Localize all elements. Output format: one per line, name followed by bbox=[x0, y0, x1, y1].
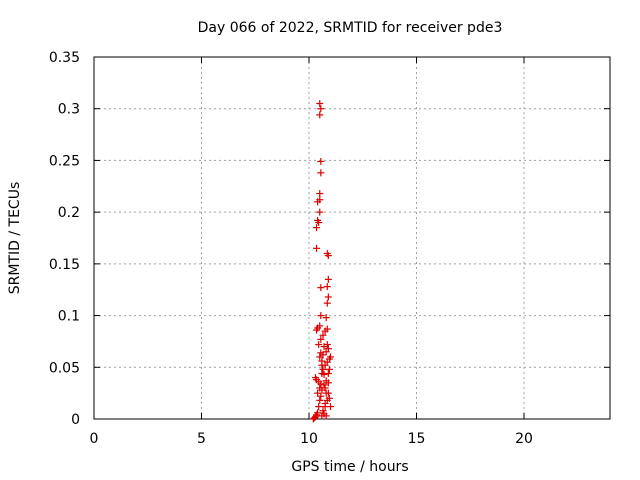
data-point bbox=[325, 394, 333, 402]
data-point bbox=[315, 403, 323, 411]
data-point bbox=[323, 341, 331, 349]
data-point bbox=[317, 105, 325, 113]
y-tick-label: 0.3 bbox=[58, 102, 80, 118]
data-point bbox=[327, 403, 334, 411]
data-point bbox=[313, 244, 321, 252]
data-point bbox=[314, 389, 322, 397]
data-point bbox=[323, 299, 331, 307]
data-point bbox=[324, 275, 332, 283]
data-point bbox=[316, 322, 324, 330]
x-axis-label: GPS time / hours bbox=[291, 459, 408, 475]
data-point bbox=[314, 216, 322, 224]
data-point bbox=[317, 157, 325, 165]
data-point bbox=[324, 345, 332, 353]
data-point bbox=[324, 293, 332, 301]
axis-ticks: 0 5 10 15 20 0 0.05 0.1 0.15 0.2 0.25 0.3 0.35 bbox=[49, 50, 610, 447]
data-point bbox=[317, 380, 325, 388]
data-point bbox=[320, 371, 328, 379]
x-tick-label: 20 bbox=[515, 431, 533, 447]
data-point bbox=[316, 100, 324, 108]
data-point bbox=[325, 365, 333, 373]
data-point bbox=[319, 365, 327, 373]
data-point bbox=[318, 357, 326, 365]
data-point bbox=[316, 196, 324, 204]
y-axis-label: SRMTID / TECUs bbox=[7, 182, 23, 295]
data-point bbox=[322, 389, 330, 397]
grid-lines bbox=[94, 57, 610, 419]
data-point bbox=[317, 335, 325, 343]
y-tick-label: 0.25 bbox=[49, 153, 80, 169]
data-point bbox=[324, 369, 332, 377]
data-point bbox=[323, 325, 331, 333]
y-tick-label: 0.2 bbox=[58, 205, 80, 221]
data-point bbox=[322, 314, 330, 322]
y-tick-label: 0.05 bbox=[49, 360, 80, 376]
data-point bbox=[316, 190, 324, 198]
y-tick-label: 0.35 bbox=[49, 50, 80, 66]
data-point bbox=[323, 250, 331, 258]
data-point bbox=[316, 396, 324, 404]
data-point bbox=[319, 331, 327, 339]
data-point bbox=[317, 284, 325, 292]
data-point bbox=[319, 351, 327, 359]
data-point bbox=[315, 341, 323, 349]
data-point bbox=[324, 379, 332, 387]
x-tick-label: 0 bbox=[90, 431, 99, 447]
x-tick-label: 5 bbox=[197, 431, 206, 447]
y-tick-label: 0.15 bbox=[49, 257, 80, 273]
data-point bbox=[319, 407, 327, 415]
data-point bbox=[317, 312, 325, 320]
x-tick-label: 15 bbox=[408, 431, 426, 447]
data-point bbox=[327, 353, 334, 361]
data-point bbox=[314, 409, 322, 417]
data-point bbox=[317, 392, 325, 400]
data-point bbox=[322, 412, 330, 420]
data-point bbox=[321, 399, 329, 407]
data-points bbox=[309, 100, 334, 423]
x-tick-label: 10 bbox=[300, 431, 318, 447]
data-point bbox=[317, 169, 325, 177]
y-tick-label: 0 bbox=[71, 412, 80, 428]
data-point bbox=[323, 283, 331, 291]
data-point bbox=[313, 224, 321, 232]
data-point bbox=[321, 384, 329, 392]
data-point bbox=[316, 208, 324, 216]
y-tick-label: 0.1 bbox=[58, 309, 80, 325]
data-point bbox=[320, 381, 328, 389]
data-point bbox=[316, 111, 324, 119]
chart-title: Day 066 of 2022, SRMTID for receiver pde… bbox=[198, 20, 503, 36]
plot-frame bbox=[93, 56, 611, 420]
